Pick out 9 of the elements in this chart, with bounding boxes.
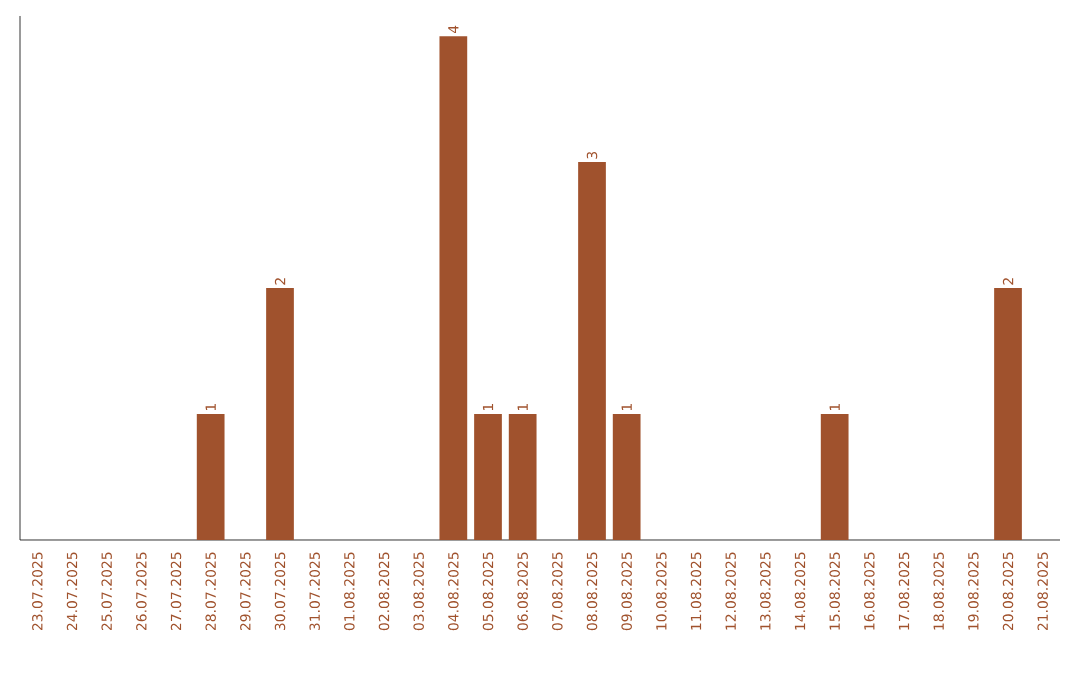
bar xyxy=(508,414,537,540)
bar xyxy=(578,162,606,540)
bar xyxy=(266,288,294,540)
bar xyxy=(474,414,502,540)
bar xyxy=(612,414,641,540)
bar xyxy=(820,414,849,540)
bar xyxy=(439,36,468,540)
bar xyxy=(196,414,225,540)
bar xyxy=(994,288,1022,540)
